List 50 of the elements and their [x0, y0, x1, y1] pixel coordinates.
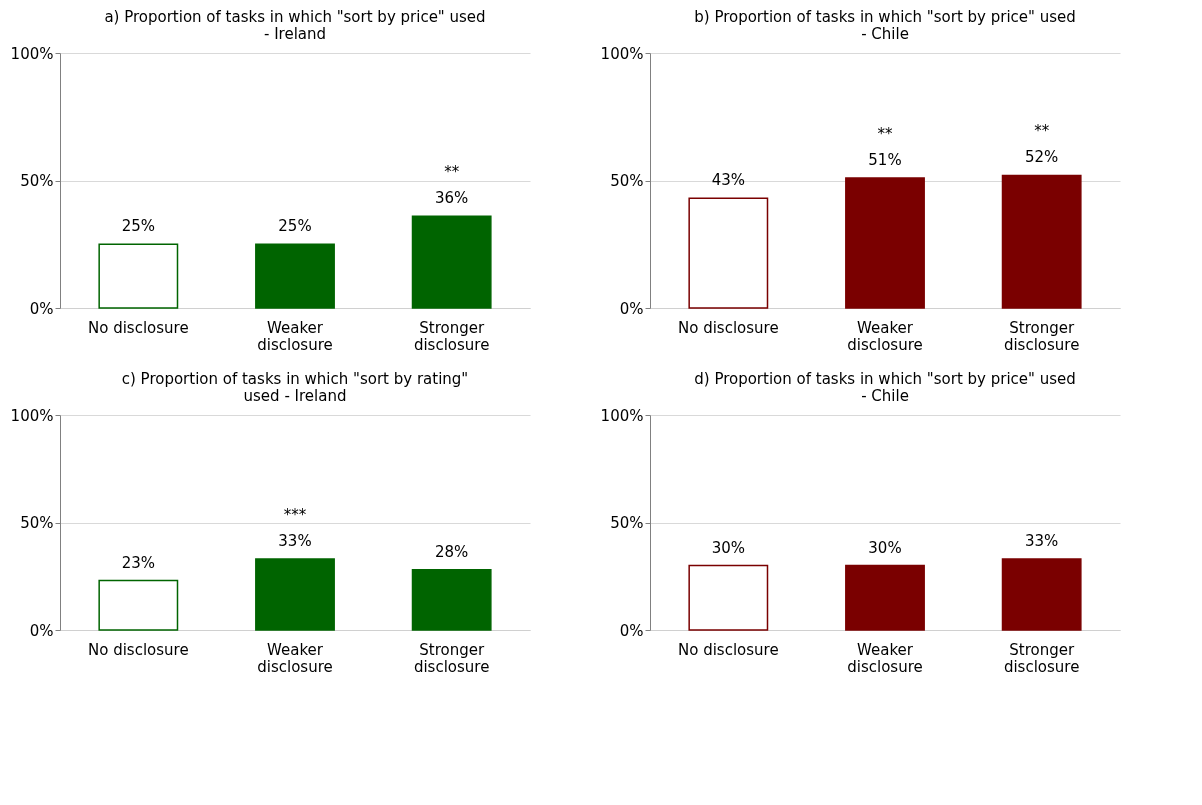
data-label: 30% [711, 538, 746, 557]
y-tick-label: 50% [20, 172, 54, 190]
x-tick-label: Weaker disclosure [847, 318, 923, 354]
y-tick-label: 100% [600, 406, 644, 425]
x-tick-label: Weaker disclosure [257, 318, 333, 354]
x-tick-label: Stronger disclosure [1003, 640, 1080, 676]
bar [1001, 174, 1082, 309]
data-label: 36% [434, 189, 469, 208]
chart-title: a) Proportion of tasks in which "sort by price" used - Ireland [104, 8, 486, 43]
y-tick-label: 0% [29, 299, 54, 318]
annotation: ** [877, 124, 893, 143]
data-label: 33% [1024, 532, 1059, 551]
x-tick-label: No disclosure [88, 318, 189, 337]
x-tick-label: Stronger disclosure [1003, 318, 1080, 354]
data-label: 25% [121, 217, 156, 236]
y-tick-label: 0% [29, 621, 54, 640]
x-tick-label: No disclosure [678, 640, 779, 659]
y-tick-label: 100% [10, 406, 54, 425]
y-tick-label: 100% [600, 44, 644, 63]
data-label: 28% [434, 542, 469, 561]
bar [411, 569, 492, 631]
x-tick-label: Stronger disclosure [413, 640, 490, 676]
y-tick-label: 50% [610, 514, 644, 532]
y-tick-label: 50% [610, 172, 644, 190]
data-label: 52% [1024, 148, 1059, 167]
bar [98, 579, 179, 631]
data-label: 30% [868, 538, 902, 557]
x-tick-label: Weaker disclosure [847, 640, 923, 676]
data-label: 51% [868, 150, 902, 169]
annotation: *** [283, 506, 307, 525]
chart-title: b) Proportion of tasks in which "sort by price" used - Chile [694, 8, 1076, 43]
bar [255, 558, 335, 631]
data-label: 33% [278, 532, 312, 551]
bar [688, 197, 769, 309]
y-tick-label: 50% [20, 514, 54, 532]
x-tick-label: No disclosure [678, 318, 779, 337]
chart-title: c) Proportion of tasks in which "sort by rating" used - Ireland [121, 370, 469, 405]
x-tick-label: Weaker disclosure [257, 640, 333, 676]
y-tick-label: 0% [619, 299, 644, 318]
data-label: 43% [711, 171, 746, 190]
y-tick-label: 100% [10, 44, 54, 63]
y-tick-label: 0% [619, 621, 644, 640]
bar [845, 177, 925, 309]
data-label: 23% [121, 553, 156, 572]
data-label: 25% [278, 217, 312, 236]
chart-title: d) Proportion of tasks in which "sort by price" used - Chile [694, 370, 1076, 405]
annotation: ** [444, 163, 460, 182]
x-tick-label: No disclosure [88, 640, 189, 659]
x-tick-label: Stronger disclosure [413, 318, 490, 354]
annotation: ** [1034, 122, 1050, 141]
